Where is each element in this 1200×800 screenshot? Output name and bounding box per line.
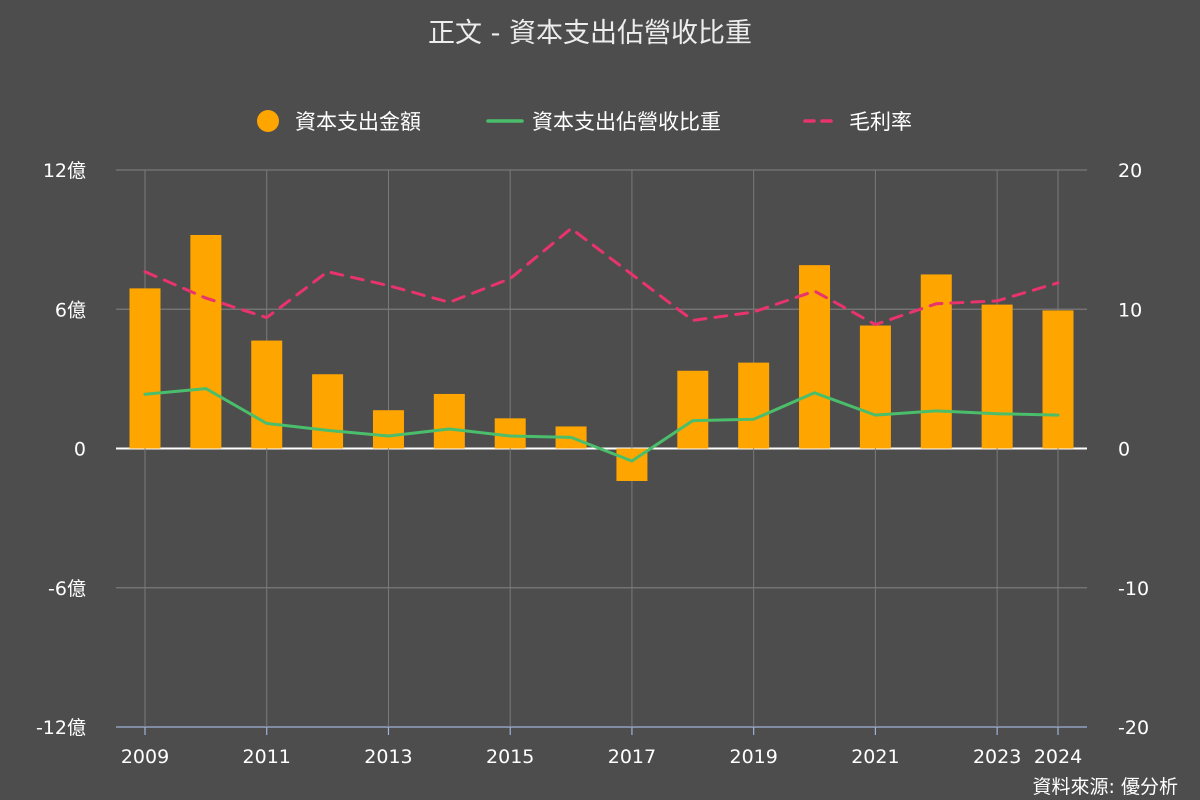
y-right-tick-label: -20 [1118, 717, 1149, 739]
bar-2014 [433, 393, 465, 449]
x-tick-label: 2021 [851, 746, 899, 768]
legend-item: 資本支出佔營收比重 [486, 110, 721, 134]
legend-label: 資本支出金額 [295, 110, 421, 134]
bar-2013 [372, 410, 404, 449]
y-left-tick-label: 12億 [43, 160, 86, 182]
gross-margin-line [143, 227, 1060, 327]
x-tick-label: 2023 [973, 746, 1021, 768]
line-series [143, 227, 1060, 463]
y-right-tick-label: -10 [1118, 578, 1149, 600]
bar-series [129, 234, 1074, 481]
legend-marker-circle [257, 110, 279, 132]
y-left-tick-label: -6億 [48, 578, 86, 600]
bar-2021 [859, 325, 891, 449]
bar-2012 [312, 374, 344, 449]
legend-item: 資本支出金額 [257, 110, 421, 134]
capex-ratio-line [143, 387, 1060, 463]
axes: 12億 6億 0 -6億 -12億 20 10 0 -10 -20 2009 2011 2013 2015… [36, 160, 1149, 768]
bar-2010 [190, 234, 222, 449]
x-tick-label: 2015 [486, 746, 534, 768]
bar-2020 [799, 265, 831, 449]
x-tick-label: 2013 [364, 746, 412, 768]
source-note: 資料來源: 優分析 [1033, 776, 1178, 798]
bar-2009 [129, 288, 161, 449]
y-left-tick-label: 0 [74, 439, 86, 461]
legend-label: 資本支出佔營收比重 [532, 110, 721, 134]
y-left-tick-label: 6億 [55, 299, 86, 321]
x-tick-label: 2019 [729, 746, 777, 768]
legend: 資本支出金額 資本支出佔營收比重 毛利率 [257, 110, 912, 134]
bar-2024 [1042, 310, 1074, 449]
y-right-tick-label: 10 [1118, 299, 1142, 321]
x-tick-label: 2024 [1034, 746, 1082, 768]
x-tick-label: 2017 [608, 746, 656, 768]
bar-2019 [738, 362, 770, 449]
bar-2011 [251, 340, 283, 449]
legend-label: 毛利率 [849, 110, 912, 134]
y-right-tick-label: 20 [1118, 160, 1142, 182]
legend-item: 毛利率 [803, 110, 912, 134]
bar-2018 [677, 370, 709, 449]
y-right-tick-label: 0 [1118, 439, 1130, 461]
bar-2022 [920, 274, 952, 449]
x-tick-label: 2011 [243, 746, 291, 768]
y-left-tick-label: -12億 [36, 717, 86, 739]
x-tick-label: 2009 [121, 746, 169, 768]
chart-title: 正文 - 資本支出佔營收比重 [428, 18, 752, 49]
bar-2023 [981, 304, 1013, 449]
